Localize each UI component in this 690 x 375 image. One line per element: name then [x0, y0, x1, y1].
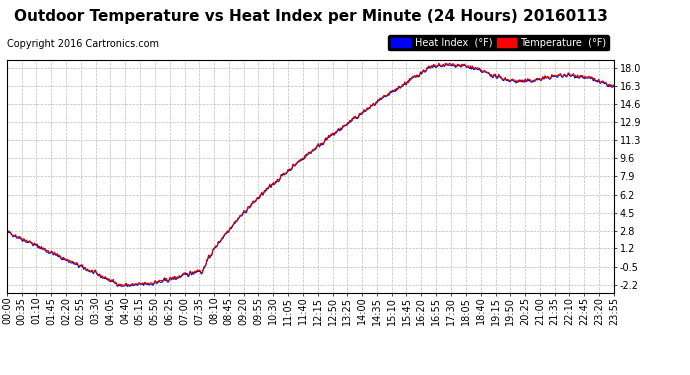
Text: Copyright 2016 Cartronics.com: Copyright 2016 Cartronics.com: [7, 39, 159, 50]
Text: Outdoor Temperature vs Heat Index per Minute (24 Hours) 20160113: Outdoor Temperature vs Heat Index per Mi…: [14, 9, 607, 24]
Legend: Heat Index  (°F), Temperature  (°F): Heat Index (°F), Temperature (°F): [388, 34, 609, 51]
